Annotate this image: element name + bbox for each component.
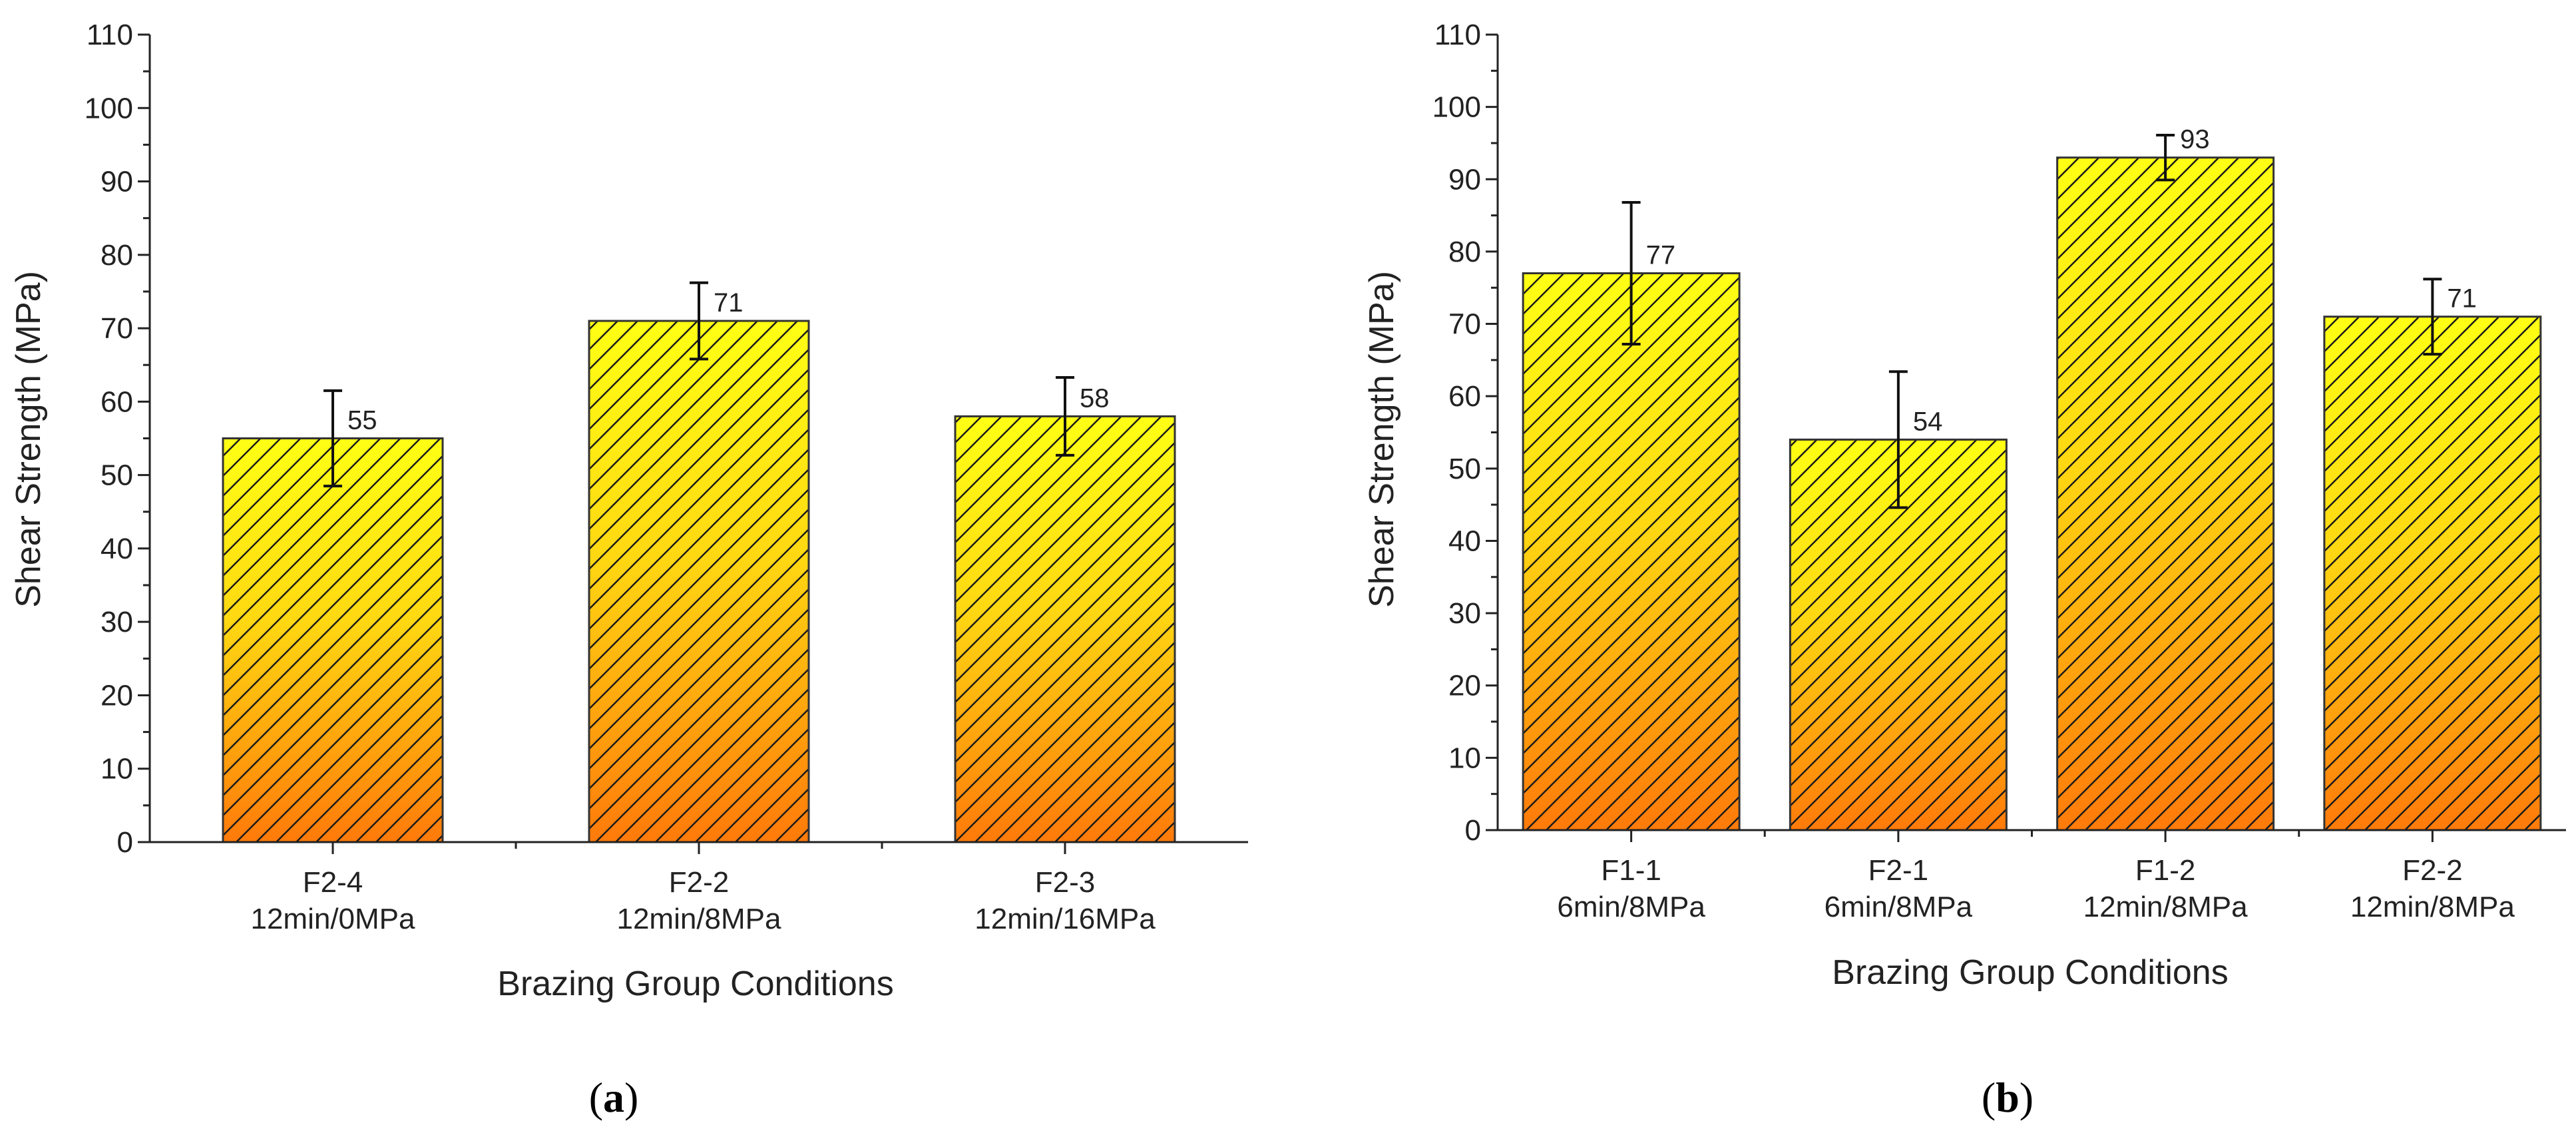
x-tick-sublabel: 12min/0MPa — [250, 903, 415, 935]
bar-group: 71 — [2323, 278, 2542, 831]
x-tick-label: F2-2 — [669, 866, 729, 899]
x-tick-sublabel: 12min/16MPa — [974, 903, 1156, 935]
data-label: 93 — [2180, 125, 2210, 154]
y-axis-label: Shear Strength (MPa) — [1363, 271, 1401, 608]
y-tick-label: 30 — [101, 606, 133, 638]
x-tick-sublabel: 12min/8MPa — [2083, 891, 2249, 923]
y-tick-label: 10 — [1448, 742, 1481, 774]
bar-group: 55 — [222, 389, 444, 843]
x-tick-label: F1-1 — [1601, 854, 1661, 887]
bar-group: 71 — [588, 281, 810, 843]
y-tick-label: 0 — [117, 826, 133, 859]
x-tick-label: F2-3 — [1035, 866, 1095, 899]
chart-a: Shear Strength (MPa) 55 71 58 F2-4 12min/0M… — [9, 19, 1248, 1121]
data-label: 55 — [347, 406, 377, 435]
x-tick-sublabel: 12min/8MPa — [2350, 891, 2515, 923]
y-tick-label: 70 — [1448, 308, 1481, 341]
x-axis-label: Brazing Group Conditions — [1832, 953, 2228, 992]
data-label: 54 — [1913, 407, 1943, 436]
x-tick-sublabel: 6min/8MPa — [1825, 891, 1973, 923]
y-tick-label: 50 — [101, 459, 133, 492]
y-tick-label: 80 — [101, 239, 133, 272]
y-tick-label: 100 — [85, 92, 133, 124]
data-label: 71 — [714, 288, 744, 318]
bar-group: 54 — [1789, 370, 2008, 831]
bar-hatch — [588, 320, 810, 843]
y-tick-label: 100 — [1432, 91, 1481, 124]
data-label: 77 — [1646, 241, 1676, 270]
x-tick-label: F2-1 — [1868, 854, 1928, 887]
y-tick-label: 30 — [1448, 597, 1481, 630]
bar-group: 58 — [954, 375, 1176, 843]
y-tick-label: 110 — [1434, 19, 1481, 51]
y-axis-label: Shear Strength (MPa) — [9, 271, 48, 608]
y-tick-label: 70 — [101, 312, 133, 345]
bar-group: 93 — [2056, 125, 2275, 831]
bar-hatch — [2056, 156, 2275, 831]
y-tick-label: 110 — [87, 19, 133, 51]
caption-a: (a) — [589, 1074, 639, 1121]
y-tick-label: 60 — [101, 385, 133, 418]
x-axis-label: Brazing Group Conditions — [497, 965, 893, 1003]
bar-hatch — [2323, 316, 2542, 831]
y-tick-label: 20 — [1448, 670, 1481, 702]
y-tick-label: 40 — [1448, 525, 1481, 557]
y-tick-label: 0 — [1465, 814, 1481, 847]
y-tick-label: 20 — [101, 679, 133, 712]
bar-hatch — [954, 415, 1176, 843]
x-tick-label: F2-2 — [2402, 854, 2462, 887]
bar-hatch — [1522, 272, 1741, 831]
y-tick-label: 10 — [101, 753, 133, 786]
caption-b: (b) — [1982, 1074, 2034, 1121]
y-tick-label: 60 — [1448, 380, 1481, 413]
bar-group: 77 — [1522, 201, 1741, 831]
x-tick-sublabel: 6min/8MPa — [1557, 891, 1705, 923]
y-tick-label: 90 — [1448, 163, 1481, 196]
y-tick-label: 80 — [1448, 236, 1481, 268]
y-tick-label: 90 — [101, 166, 133, 198]
y-axis-title: Shear Strength (MPa) — [9, 271, 48, 608]
x-tick-sublabel: 12min/8MPa — [616, 903, 781, 935]
x-tick-label: F2-4 — [303, 866, 363, 899]
x-tick-label: F1-2 — [2135, 854, 2195, 887]
data-label: 71 — [2447, 284, 2477, 314]
data-label: 58 — [1080, 383, 1110, 413]
bar-hatch — [222, 437, 444, 843]
y-tick-label: 40 — [101, 533, 133, 565]
chart-b: Shear Strength (MPa) 77 54 93 71 F1-1 6min/8… — [1363, 19, 2566, 1121]
y-tick-label: 50 — [1448, 453, 1481, 485]
